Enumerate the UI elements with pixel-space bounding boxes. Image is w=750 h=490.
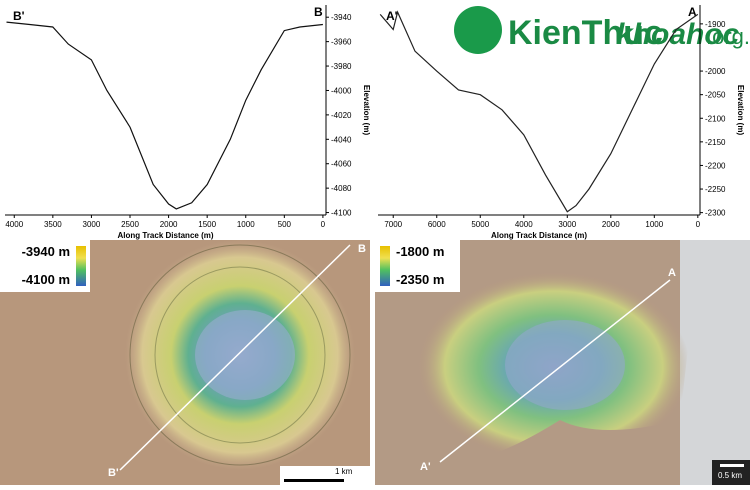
legend-label: -1800 m — [396, 244, 444, 259]
legend-ramp — [380, 246, 390, 286]
y-tick-label: -2000 — [705, 67, 726, 76]
ring — [154, 266, 326, 444]
x-tick-label: 5000 — [471, 220, 489, 229]
y-tick-label: -4000 — [331, 86, 352, 95]
image-panel: -3940 m -4100 m B B' 1 km — [0, 240, 370, 485]
profile-end-label: B — [314, 5, 323, 19]
bright-strip — [680, 240, 750, 485]
y-tick-label: -2300 — [705, 209, 726, 218]
scale-bar — [284, 479, 344, 482]
charts: 4000 3500 3000 2500 2000 1500 1000 500 0-3940-39… — [5, 5, 745, 240]
x-tick-label: 1500 — [198, 220, 216, 229]
x-tick-label: 0 — [321, 220, 326, 229]
watermark-suffix: .org.vn — [706, 24, 750, 49]
ring — [129, 244, 351, 466]
x-tick-label: 4000 — [5, 220, 23, 229]
y-tick-label: -3960 — [331, 38, 352, 47]
y-tick-label: -4080 — [331, 184, 352, 193]
scale-label: 0.5 km — [718, 471, 742, 480]
profile-end-label: A — [688, 5, 697, 19]
x-tick-label: 7000 — [384, 220, 402, 229]
profile-line — [6, 21, 323, 210]
x-axis-label: Along Track Distance (m) — [117, 231, 213, 240]
profile-line — [439, 279, 671, 463]
x-tick-label: 2000 — [160, 220, 178, 229]
y-tick-label: -4060 — [331, 160, 352, 169]
profile-start: B' — [108, 467, 119, 479]
legend-label: -3940 m — [22, 244, 70, 259]
watermark-site: khoahoc — [616, 18, 740, 51]
profile-start-label: B' — [13, 9, 25, 23]
profile-end: B — [358, 243, 366, 255]
x-axis-label: Along Track Distance (m) — [491, 231, 587, 240]
image-panel: -1800 m -2350 m A A' 0.5 km — [375, 240, 750, 485]
x-tick-label: 3500 — [44, 220, 62, 229]
x-tick-label: 2000 — [602, 220, 620, 229]
x-tick-label: 3000 — [83, 220, 101, 229]
y-tick-label: -2250 — [705, 185, 726, 194]
x-tick-label: 6000 — [428, 220, 446, 229]
y-tick-label: -3980 — [331, 62, 352, 71]
y-tick-label: -4020 — [331, 111, 352, 120]
floor — [195, 310, 295, 400]
y-tick-label: -2100 — [705, 114, 726, 123]
watermark-brand: KienThuc — [508, 14, 663, 52]
y-tick-label: -3940 — [331, 13, 352, 22]
y-tick-label: -4040 — [331, 135, 352, 144]
x-tick-label: 3000 — [558, 220, 576, 229]
x-tick-label: 4000 — [515, 220, 533, 229]
y-axis-label: Elevation (m) — [736, 85, 745, 136]
profile-start: A' — [420, 461, 431, 473]
y-axis-label: Elevation (m) — [362, 85, 371, 136]
legend-ramp — [76, 246, 86, 286]
watermark-logo — [454, 6, 502, 54]
scale-label: 1 km — [335, 467, 353, 476]
profile-line — [379, 10, 699, 213]
x-tick-label: 1000 — [645, 220, 663, 229]
x-tick-label: 0 — [696, 220, 701, 229]
scale-bar — [720, 464, 744, 467]
legend-box — [0, 240, 90, 292]
y-tick-label: -2200 — [705, 161, 726, 170]
x-tick-label: 2500 — [121, 220, 139, 229]
y-tick-label: -2150 — [705, 138, 726, 147]
y-tick-label: -4100 — [331, 209, 352, 218]
x-tick-label: 1000 — [237, 220, 255, 229]
scale-box — [280, 466, 370, 485]
x-tick-label: 500 — [278, 220, 292, 229]
legend-label: -4100 m — [22, 272, 70, 287]
profile-line — [119, 244, 351, 471]
watermark: KienThuc khoahoc .org.vn — [454, 6, 750, 54]
legend-label: -2350 m — [396, 272, 444, 287]
profile-start-label: A' — [386, 9, 398, 23]
profile-end: A — [668, 267, 676, 279]
y-tick-label: -1900 — [705, 20, 726, 29]
y-tick-label: -2050 — [705, 91, 726, 100]
